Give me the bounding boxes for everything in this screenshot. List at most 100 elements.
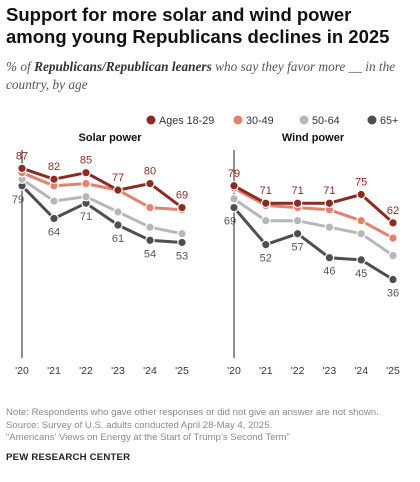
x-tick-label: '21 [259,365,273,377]
panel-wind: Wind power '20 '21 '22 '23 '24 '25 79 71 71 71 75 62… [224,132,400,377]
legend-marker-50-64 [299,115,309,125]
data-point [356,228,366,239]
data-point [113,207,123,217]
subtitle-prefix: % of [6,59,35,74]
data-point [177,228,187,239]
panel-title-wind: Wind power [282,132,345,144]
data-point [260,215,271,226]
data-point [145,178,155,189]
data-point [145,202,155,213]
data-point [145,235,155,246]
data-point [356,255,366,265]
data-point [388,274,398,285]
data-label: 82 [48,161,60,173]
data-point [113,185,123,195]
data-label: 64 [48,226,60,238]
data-point [292,215,303,226]
data-point [324,198,335,209]
data-label: 71 [80,211,92,223]
x-tick-label: '23 [111,365,125,377]
data-point [388,250,398,261]
data-point [356,215,366,226]
x-tick-label: '21 [47,365,61,377]
data-point [229,180,239,191]
subtitle-emphasis: Republicans/Republican leaners [34,59,212,74]
data-label: 71 [260,185,272,197]
x-tick-label: '24 [354,365,368,377]
series-line-solar-3 [20,184,183,244]
data-label: 85 [80,155,92,167]
data-point [324,252,335,263]
x-tick-label: '22 [79,365,93,377]
data-point [17,163,27,174]
legend-marker-30-49 [233,115,243,125]
data-point [388,233,398,243]
data-label: 54 [144,248,156,260]
chart-panels: Solar power '20 '21 '22 '23 '24 '25 87 82 85 77 80 6… [12,132,400,377]
report-title-text: “Americans’ Views on Energy at the Start… [6,432,290,443]
x-tick-label: '25 [386,365,400,377]
series-line-solar-2 [21,177,183,236]
series-line-solar-0 [21,166,183,209]
x-tick-label: '25 [175,365,189,377]
legend: Ages 18-29 30-49 50-64 65+ [146,115,398,127]
data-point [229,202,239,213]
x-tick-label: '24 [143,365,157,377]
data-label: 71 [291,185,303,197]
notes-block: Note: Respondents who gave other respons… [6,407,416,445]
data-point [177,202,187,213]
data-point [356,189,366,200]
data-point [81,191,91,202]
data-point [324,222,335,232]
legend-marker-65- [367,115,377,125]
data-label: 53 [176,250,188,262]
data-point [49,196,59,206]
data-label: 79 [228,168,240,180]
data-point [81,167,91,178]
data-label: 62 [387,205,399,217]
series-line-wind-1 [233,186,394,240]
legend-label-ages-18-29: Ages 18-29 [159,115,214,127]
data-label: 87 [16,150,28,162]
source-text: Source: Survey of U.S. adults conducted … [6,419,273,431]
series-line-wind-3 [232,206,394,281]
legend-marker-ages-18-29 [146,115,156,125]
data-label: 77 [112,172,124,184]
chart-canvas: Ages 18-29 30-49 50-64 65+ Solar power '20 '2… [12,115,400,377]
series-line-wind-2 [233,197,394,257]
legend-label-30-49: 30-49 [246,115,274,127]
series-line-solar-1 [21,171,183,212]
data-point [229,194,239,204]
panel-title-solar: Solar power [79,132,143,144]
x-tick-label: '22 [291,365,305,377]
chart-title: Support for more solar and wind power am… [6,4,390,47]
data-label: 69 [176,190,188,202]
data-point [145,222,155,232]
data-point [81,178,91,189]
data-label: 75 [355,177,367,189]
subtitle-suffix: who say they favor more __ in the countr… [6,59,396,92]
x-tick-label: '23 [323,365,337,377]
data-label: 61 [112,233,124,245]
data-label: 71 [323,185,335,197]
data-label: 46 [323,266,335,278]
data-point [292,228,303,239]
data-point [177,237,187,248]
data-label: 79 [12,194,24,206]
data-point [49,213,59,224]
series-line-wind-0 [233,184,394,224]
legend-label-65-: 65+ [380,115,398,127]
data-label: 57 [291,242,303,254]
data-label: 69 [224,216,236,228]
data-point [113,220,123,230]
x-tick-label: '20 [227,365,241,377]
data-label: 52 [260,253,272,265]
data-point [388,218,398,228]
data-point [292,198,303,209]
chart-subtitle: % of Republicans/Republican leaners who … [6,58,414,94]
data-point [49,174,59,185]
x-tick-label: '20 [15,365,29,377]
data-label: 36 [387,288,399,300]
data-point [260,239,271,250]
data-label: 80 [144,166,156,178]
